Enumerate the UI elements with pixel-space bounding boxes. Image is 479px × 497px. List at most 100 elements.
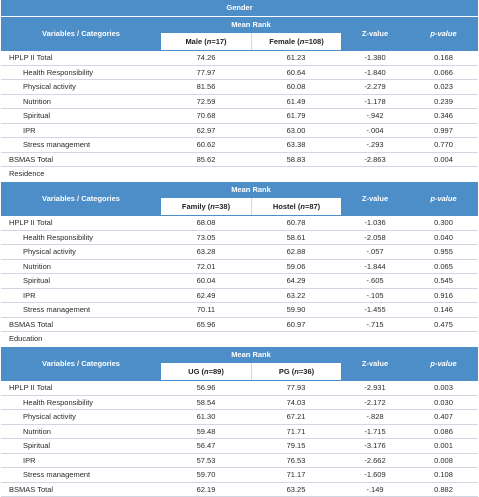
z-value: -1.036 [341, 216, 409, 231]
row-label: IPR [1, 453, 161, 468]
group1-mean-rank: 59.48 [161, 424, 251, 439]
row-label: Stress management [1, 467, 161, 483]
group1-mean-rank: 73.05 [161, 230, 251, 245]
p-value: 0.066 [409, 65, 478, 80]
table-row: Stress management 70.11 59.90 -1.455 0.146 [1, 302, 478, 318]
row-label: Stress management [1, 302, 161, 318]
group1-mean-rank: 62.97 [161, 123, 251, 138]
z-value: -.149 [341, 482, 409, 497]
group1-mean-rank: 60.62 [161, 137, 251, 153]
group1-mean-rank: 85.62 [161, 152, 251, 167]
table-row: Health Responsibility 58.54 74.03 -2.172 0.0… [1, 395, 478, 410]
z-value: -1.715 [341, 424, 409, 439]
group1-mean-rank: 65.96 [161, 317, 251, 332]
p-value: 0.770 [409, 137, 478, 153]
row-label: Nutrition [1, 94, 161, 109]
group1-mean-rank: 56.47 [161, 438, 251, 454]
table-row: Stress management 60.62 63.38 -.293 0.770 [1, 137, 478, 153]
group2-mean-rank: 59.06 [251, 259, 341, 274]
group2-header: Hostel (n=87) [252, 198, 341, 215]
section-title-education: Education [1, 332, 478, 346]
table-row: Physical activity 81.56 60.08 -2.279 0.023 [1, 79, 478, 95]
table-row: Spiritual 56.47 79.15 -3.176 0.001 [1, 438, 478, 454]
table-row: Stress management 59.70 71.17 -1.609 0.108 [1, 467, 478, 483]
p-value: 0.003 [409, 381, 478, 396]
section-title-gender: Gender [1, 0, 478, 16]
group2-mean-rank: 71.71 [251, 424, 341, 439]
z-value: -1.844 [341, 259, 409, 274]
section-table-education: HPLP II Total 56.96 77.93 -2.931 0.003 Health… [1, 381, 478, 497]
z-value: -2.662 [341, 453, 409, 468]
group2-mean-rank: 74.03 [251, 395, 341, 410]
group1-mean-rank: 59.70 [161, 467, 251, 483]
row-label: BSMAS Total [1, 317, 161, 332]
z-value-header: Z-value [361, 29, 389, 38]
table-row: BSMAS Total 65.96 60.97 -.715 0.475 [1, 317, 478, 332]
group1-mean-rank: 74.26 [161, 51, 251, 66]
z-value-header: Z-value [361, 194, 389, 203]
table-row: Health Responsibility 77.97 60.64 -1.840 0.0… [1, 65, 478, 80]
section-title-residence: Residence [1, 167, 478, 181]
group1-mean-rank: 70.68 [161, 108, 251, 124]
z-value: -1.178 [341, 94, 409, 109]
mean-rank-header: Mean Rank [231, 20, 271, 29]
variables-header: Variables / Categories [42, 359, 120, 368]
group2-mean-rank: 63.25 [251, 482, 341, 497]
section-table-gender: HPLP II Total 74.26 61.23 -1.380 0.168 Health… [1, 51, 478, 167]
z-value: -.105 [341, 288, 409, 303]
group2-mean-rank: 61.49 [251, 94, 341, 109]
group2-mean-rank: 59.90 [251, 302, 341, 318]
group1-mean-rank: 60.04 [161, 273, 251, 289]
variables-header: Variables / Categories [42, 29, 120, 38]
group2-mean-rank: 63.22 [251, 288, 341, 303]
section-table-residence: HPLP II Total 68.08 60.78 -1.036 0.300 Health… [1, 216, 478, 332]
table-row: HPLP II Total 74.26 61.23 -1.380 0.168 [1, 51, 478, 66]
z-value: -.828 [341, 409, 409, 425]
group1-mean-rank: 63.28 [161, 244, 251, 260]
row-label: Physical activity [1, 244, 161, 260]
table-row: BSMAS Total 62.19 63.25 -.149 0.882 [1, 482, 478, 497]
z-value: -1.840 [341, 65, 409, 80]
group2-mean-rank: 62.88 [251, 244, 341, 260]
group1-mean-rank: 56.96 [161, 381, 251, 396]
p-value: 0.008 [409, 453, 478, 468]
z-value: -2.172 [341, 395, 409, 410]
p-value: 0.065 [409, 259, 478, 274]
p-value: 0.004 [409, 152, 478, 167]
row-label: Nutrition [1, 424, 161, 439]
group2-mean-rank: 67.21 [251, 409, 341, 425]
row-label: Spiritual [1, 438, 161, 454]
table-row: IPR 62.49 63.22 -.105 0.916 [1, 288, 478, 303]
table-row: BSMAS Total 85.62 58.83 -2.863 0.004 [1, 152, 478, 167]
z-value: -2.931 [341, 381, 409, 396]
row-label: Health Responsibility [1, 230, 161, 245]
p-value: 0.001 [409, 438, 478, 454]
table-row: Health Responsibility 73.05 58.61 -2.058 0.0… [1, 230, 478, 245]
group2-header: PG (n=36) [252, 363, 341, 380]
row-label: BSMAS Total [1, 152, 161, 167]
variables-header: Variables / Categories [42, 194, 120, 203]
z-value-header: Z-value [361, 359, 389, 368]
table-row: IPR 62.97 63.00 -.004 0.997 [1, 123, 478, 138]
group1-header: Male (n=17) [161, 33, 252, 50]
group2-mean-rank: 58.83 [251, 152, 341, 167]
table-row: Spiritual 70.68 61.79 -.942 0.346 [1, 108, 478, 124]
p-value: 0.086 [409, 424, 478, 439]
z-value: -.293 [341, 137, 409, 153]
p-value-header: p-value [430, 359, 457, 368]
table-row: Nutrition 72.59 61.49 -1.178 0.239 [1, 94, 478, 109]
row-label: Physical activity [1, 79, 161, 95]
row-label: Nutrition [1, 259, 161, 274]
group1-mean-rank: 72.01 [161, 259, 251, 274]
p-value: 0.300 [409, 216, 478, 231]
group2-mean-rank: 61.23 [251, 51, 341, 66]
group2-mean-rank: 60.97 [251, 317, 341, 332]
group2-mean-rank: 71.17 [251, 467, 341, 483]
group1-mean-rank: 81.56 [161, 79, 251, 95]
group1-mean-rank: 70.11 [161, 302, 251, 318]
row-label: IPR [1, 123, 161, 138]
table-row: Nutrition 59.48 71.71 -1.715 0.086 [1, 424, 478, 439]
section-header-gender: Variables / Categories Mean Rank Male (n… [1, 16, 478, 51]
p-value: 0.040 [409, 230, 478, 245]
